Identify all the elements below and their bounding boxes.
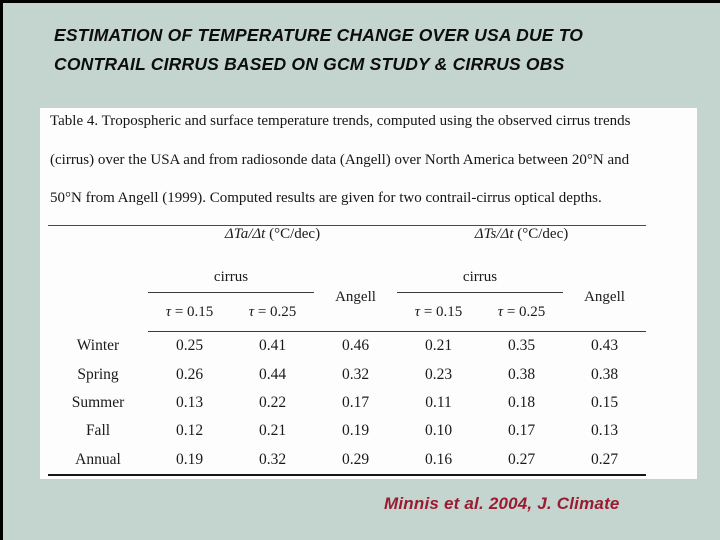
group-header-row: ΔTa/Δt (°C/dec) ΔTs/Δt (°C/dec) — [48, 226, 646, 264]
slide-border-left — [0, 0, 3, 540]
group-header-unit: (°C/dec) — [265, 226, 321, 242]
slide-title-line1: ESTIMATION OF TEMPERATURE CHANGE OVER US… — [54, 25, 584, 45]
cell: 0.44 — [258, 365, 287, 383]
cell: 0.21 — [258, 422, 287, 440]
tau-symbol: τ — [414, 303, 421, 320]
row-label-spring: Spring — [77, 365, 119, 383]
tau-column-header: τ = 0.15 — [148, 293, 231, 332]
empty-cell — [48, 226, 148, 264]
caption-line: (cirrus) over the USA and from radiosond… — [50, 151, 630, 168]
row-label-winter: Winter — [76, 336, 120, 354]
tau-column-header: τ = 0.15 — [397, 293, 480, 332]
cell: 0.17 — [507, 422, 536, 440]
cell: 0.15 — [590, 393, 619, 411]
table-caption: Table 4. Tropospheric and surface temper… — [50, 110, 695, 226]
table-row: Winter 0.25 0.41 0.46 0.21 0.35 0.43 — [48, 331, 647, 361]
row-label-annual: Annual — [75, 450, 121, 468]
cell: 0.12 — [175, 422, 204, 440]
cell: 0.13 — [590, 422, 619, 440]
cell: 0.10 — [424, 422, 453, 440]
cell: 0.13 — [175, 393, 204, 411]
table-row: Fall 0.12 0.21 0.19 0.10 0.17 0.13 — [48, 417, 646, 445]
row-label-fall: Fall — [85, 422, 111, 440]
cell: 0.43 — [563, 331, 647, 361]
tau-header-row: τ = 0.15 τ = 0.25 τ = 0.15 τ = 0.25 — [48, 293, 646, 332]
citation: Minnis et al. 2004, J. Climate — [384, 494, 620, 513]
caption-line: 50°N from Angell (1999). Computed result… — [50, 190, 602, 207]
cell: 0.27 — [590, 450, 619, 468]
cell: 0.26 — [175, 365, 204, 383]
table-row: Spring 0.26 0.44 0.32 0.23 0.38 0.38 — [48, 360, 646, 388]
cell: 0.46 — [314, 331, 397, 361]
tau-value: = 0.25 — [503, 303, 546, 320]
tau-symbol: τ — [248, 303, 255, 320]
cell: 0.19 — [175, 450, 204, 468]
empty-cell — [48, 293, 148, 332]
group-header-symbol: ΔTs/Δt — [474, 226, 514, 242]
table-row: Summer 0.13 0.22 0.17 0.11 0.18 0.15 — [48, 389, 646, 417]
tau-value: = 0.25 — [254, 303, 297, 320]
cell: 0.18 — [507, 393, 536, 411]
cell: 0.38 — [590, 365, 619, 383]
tau-value: = 0.15 — [171, 303, 214, 320]
angell-column-header: Angell — [584, 288, 625, 305]
cell: 0.11 — [425, 393, 452, 411]
cell: 0.21 — [397, 331, 480, 361]
tau-column-header: τ = 0.25 — [480, 293, 563, 332]
angell-column-header: Angell — [335, 288, 376, 305]
empty-cell — [48, 263, 148, 293]
group-header-symbol: ΔTa/Δt — [224, 226, 266, 242]
group-header-dts: ΔTs/Δt (°C/dec) — [397, 226, 646, 264]
cirrus-label: cirrus — [148, 263, 314, 293]
cell: 0.16 — [424, 450, 453, 468]
slide-title-line2: CONTRAIL CIRRUS BASED ON GCM STUDY & CIR… — [54, 54, 565, 74]
cell: 0.19 — [341, 422, 370, 440]
cell: 0.35 — [480, 331, 563, 361]
group-header-unit: (°C/dec) — [513, 226, 569, 242]
cell: 0.23 — [424, 365, 453, 383]
caption-line: Table 4. Tropospheric and surface temper… — [50, 113, 631, 129]
cirrus-header-row: cirrus Angell cirrus Angell — [48, 263, 646, 305]
cell: 0.29 — [341, 450, 370, 468]
cell: 0.38 — [507, 365, 536, 383]
tau-column-header: τ = 0.25 — [231, 293, 314, 332]
tau-symbol: τ — [497, 303, 504, 320]
tau-symbol: τ — [165, 303, 172, 320]
tau-value: = 0.15 — [420, 303, 463, 320]
group-header-dta: ΔTa/Δt (°C/dec) — [148, 226, 397, 264]
cell: 0.22 — [258, 393, 287, 411]
cell: 0.17 — [341, 393, 370, 411]
cell: 0.25 — [148, 331, 231, 361]
cirrus-label: cirrus — [397, 263, 563, 293]
table-image-panel: Table 4. Tropospheric and surface temper… — [40, 108, 697, 479]
temperature-trends-table: ΔTa/Δt (°C/dec) ΔTs/Δt (°C/dec) cirrus A… — [48, 225, 647, 476]
table-row: Annual 0.19 0.32 0.29 0.16 0.27 0.27 — [48, 446, 646, 475]
row-label-summer: Summer — [71, 393, 125, 411]
slide-border-top — [0, 0, 720, 3]
cell: 0.32 — [341, 365, 370, 383]
cell: 0.27 — [507, 450, 536, 468]
slide-title: ESTIMATION OF TEMPERATURE CHANGE OVER US… — [54, 21, 694, 79]
cell: 0.32 — [258, 450, 287, 468]
cell: 0.41 — [231, 331, 314, 361]
